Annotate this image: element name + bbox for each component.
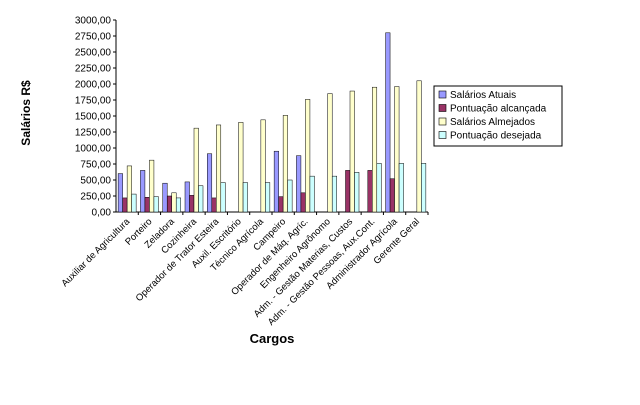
bars [117,32,427,213]
legend-label: Salários Atuais [450,90,516,101]
bar [126,165,132,213]
bar [131,193,137,213]
bar [117,173,123,213]
bar [278,196,284,213]
bar [398,163,404,213]
bar [122,197,128,213]
bar [309,175,315,213]
bar [421,163,427,213]
bar [385,32,391,213]
legend-swatch [438,104,447,112]
bar [287,179,293,213]
y-tick-label: 750,00 [80,160,111,171]
legend-swatch [438,90,447,99]
bar [216,124,222,213]
bar [238,122,244,213]
y-tick-label: 2750,00 [75,32,112,43]
bar [367,170,373,213]
x-axis-label: Cargos [250,331,295,346]
legend: Salários Atuais Pontuação alcançada Salári… [433,85,563,147]
legend-label: Pontuação alcançada [450,104,547,115]
legend-label: Salários Almejados [450,117,535,128]
y-axis-label: Salários R$ [19,80,33,146]
bar [389,178,395,213]
bar [153,196,159,213]
y-tick-label: 1250,00 [75,128,112,139]
bar [327,93,333,213]
bar [184,181,190,213]
bar [189,195,195,213]
bar [193,127,199,213]
bar [345,170,351,213]
bar [140,170,146,213]
y-tick-labels: 0,00 250,00 500,00 750,00 1000,00 1250,00 1500… [75,16,116,219]
x-tick-label: Auxiliar de Agricultura [60,216,133,289]
y-tick-label: 1750,00 [75,96,112,107]
bar [296,155,302,213]
bar [166,195,172,213]
bar [376,163,382,213]
bar [162,182,168,213]
bar [282,115,288,213]
y-tick-label: 500,00 [80,176,111,187]
bar [171,192,177,213]
y-tick-label: 2500,00 [75,48,112,59]
bar [149,159,155,213]
bar [349,90,355,213]
legend-swatch [438,131,447,139]
bar [260,119,266,213]
y-tick-label: 3000,00 [75,16,112,27]
x-tick-labels: Auxiliar de AgriculturaPorteiroZeladoraC… [60,212,429,328]
legend-box [433,85,563,147]
y-tick-label: 2250,00 [75,64,112,75]
bar [207,153,213,213]
y-tick-label: 250,00 [80,192,111,203]
bar [416,80,422,213]
bar [144,197,150,213]
legend-swatch [438,117,447,126]
bar [372,86,378,213]
bar [175,197,181,213]
bar [198,185,204,213]
y-tick-label: 2000,00 [75,80,112,91]
bar [354,172,360,213]
bar [211,197,217,213]
y-tick-label: 1500,00 [75,112,112,123]
bar [242,182,248,213]
legend-label: Pontuação desejada [450,131,542,142]
y-tick-label: 1000,00 [75,144,112,155]
bar [273,150,279,213]
bar [265,182,271,213]
bar [394,86,400,213]
bar [331,175,337,213]
bar [300,192,306,213]
bar [305,99,311,213]
y-tick-label: 0,00 [92,208,112,219]
bar [220,182,226,213]
